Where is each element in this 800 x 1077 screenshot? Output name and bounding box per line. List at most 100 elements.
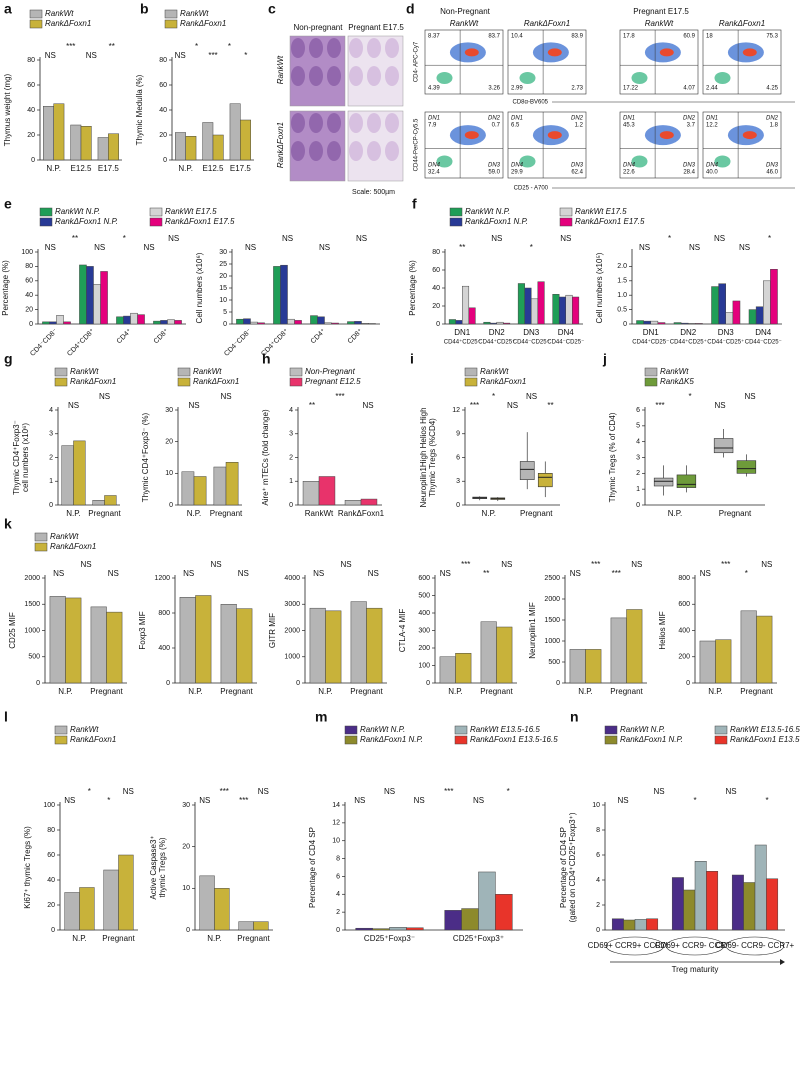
y-tick-label: 5: [223, 309, 227, 316]
bar: [732, 300, 741, 325]
legend-swatch: [559, 217, 573, 227]
tissue-lobule: [291, 66, 305, 86]
legend-label: RankWt N.P.: [360, 725, 405, 734]
significance: *: [244, 51, 247, 60]
legend-swatch: [454, 725, 468, 735]
legend-label: RankWt: [45, 9, 74, 18]
bar: [160, 320, 168, 325]
x-subtick-label: CD44⁺CD25⁺: [478, 339, 515, 346]
significance: *: [530, 243, 533, 252]
legend-swatch: [149, 207, 163, 217]
axis: [464, 407, 560, 506]
significance: *: [768, 234, 771, 243]
flow-density: [519, 72, 536, 84]
bar: [496, 321, 504, 325]
flow-plot: [702, 111, 782, 179]
bar: [302, 481, 320, 506]
significance: **: [547, 401, 553, 410]
significance: ***: [721, 560, 730, 569]
y-tick-label: 30: [182, 802, 190, 809]
legend-swatch: [54, 367, 68, 377]
y-axis-label: Thymic Tregs (%CD4): [428, 418, 437, 497]
x-tick-label: N.P.: [207, 934, 222, 943]
x-tick-label: E12.5: [203, 164, 224, 173]
significance: *: [507, 787, 510, 796]
bar: [199, 875, 215, 931]
significance: NS: [560, 234, 571, 243]
bar: [755, 306, 764, 325]
bar: [455, 653, 472, 684]
box: [676, 474, 697, 488]
legend-label: RankΔFoxn1: [70, 377, 116, 386]
y-tick-label: 4000: [284, 575, 300, 582]
bar: [634, 919, 647, 931]
y-tick-label: 2: [49, 454, 53, 461]
quadrant-label: DN2: [571, 116, 584, 122]
box: [519, 461, 535, 480]
y-axis-label: CD44-PerCP-Cy5.5: [414, 118, 420, 171]
bar: [106, 611, 123, 684]
x-subtick-label: CD44⁺CD25⁻: [444, 339, 481, 346]
bar: [104, 495, 117, 506]
y-axis-label: CD4- APC-Cy7: [414, 41, 420, 82]
significance: NS: [282, 234, 293, 243]
bar: [174, 320, 182, 325]
panel-label: g: [4, 351, 13, 367]
legend-swatch: [714, 725, 728, 735]
bar: [439, 656, 456, 684]
bar: [130, 312, 138, 325]
panel-label: i: [410, 351, 414, 367]
flow-density: [631, 155, 648, 168]
y-tick-label: 10: [592, 802, 600, 809]
y-tick-label: 9: [456, 431, 460, 438]
x-tick-label: CD8⁺: [347, 328, 365, 346]
x-tick-label: CD69+ CCR9+ CCR7low/-: [588, 941, 683, 950]
bar: [711, 286, 719, 325]
x-tick-label: CD25⁺Foxp3⁺: [453, 934, 504, 943]
bar: [725, 312, 734, 325]
tissue-lobule: [367, 113, 381, 133]
y-tick-label: 1500: [544, 617, 560, 624]
x-tick-label: DN2: [680, 328, 697, 337]
quadrant-value: 3.26: [488, 86, 500, 92]
bar: [489, 322, 498, 325]
quadrant-label: DN2: [766, 116, 779, 122]
y-tick-label: 20: [219, 273, 227, 280]
significance: ***: [335, 392, 344, 401]
x-tick-label: N.P.: [708, 687, 723, 696]
quadrant-value: 40.0: [706, 170, 718, 176]
x-arrow-head: [780, 959, 785, 965]
bar: [558, 296, 567, 325]
quadrant-value: 4.25: [766, 86, 778, 92]
flow-density-core: [659, 131, 674, 140]
bar: [461, 908, 479, 931]
quadrant-value: 28.4: [683, 170, 695, 176]
y-tick-label: 500: [418, 592, 430, 599]
legend-label: RankWt: [660, 367, 689, 376]
significance: **: [309, 401, 315, 410]
significance: NS: [739, 243, 750, 252]
significance: NS: [45, 51, 56, 60]
y-tick-label: 25: [219, 261, 227, 268]
axis-arrow: [552, 101, 795, 189]
legend-label: RankΔFoxn1 E17.5: [165, 217, 235, 226]
y-tick-label: 40: [27, 107, 35, 114]
y-tick-label: 4: [336, 891, 340, 898]
legend-label: RankΔFoxn1 N.P.: [620, 735, 683, 744]
significance: *: [765, 796, 768, 805]
tissue-lobule: [349, 38, 363, 58]
quadrant-value: 12.2: [706, 123, 718, 129]
bar: [310, 315, 318, 325]
significance: NS: [384, 787, 395, 796]
legend-swatch: [559, 207, 573, 217]
bar: [610, 617, 627, 684]
significance: *: [88, 787, 91, 796]
x-tick-label: CD4⁻CD8⁻: [223, 328, 253, 358]
x-tick-label: N.P.: [187, 509, 202, 518]
y-tick-label: 20: [432, 303, 440, 310]
x-tick-label: CD4⁻CD8⁻: [29, 328, 59, 358]
legend-label: Non-Pregnant: [305, 367, 356, 376]
x-tick-label: DN1: [643, 328, 660, 337]
y-axis-label: Cell numbers (x10⁵): [595, 252, 604, 323]
quadrant-label: DN1: [706, 116, 718, 122]
